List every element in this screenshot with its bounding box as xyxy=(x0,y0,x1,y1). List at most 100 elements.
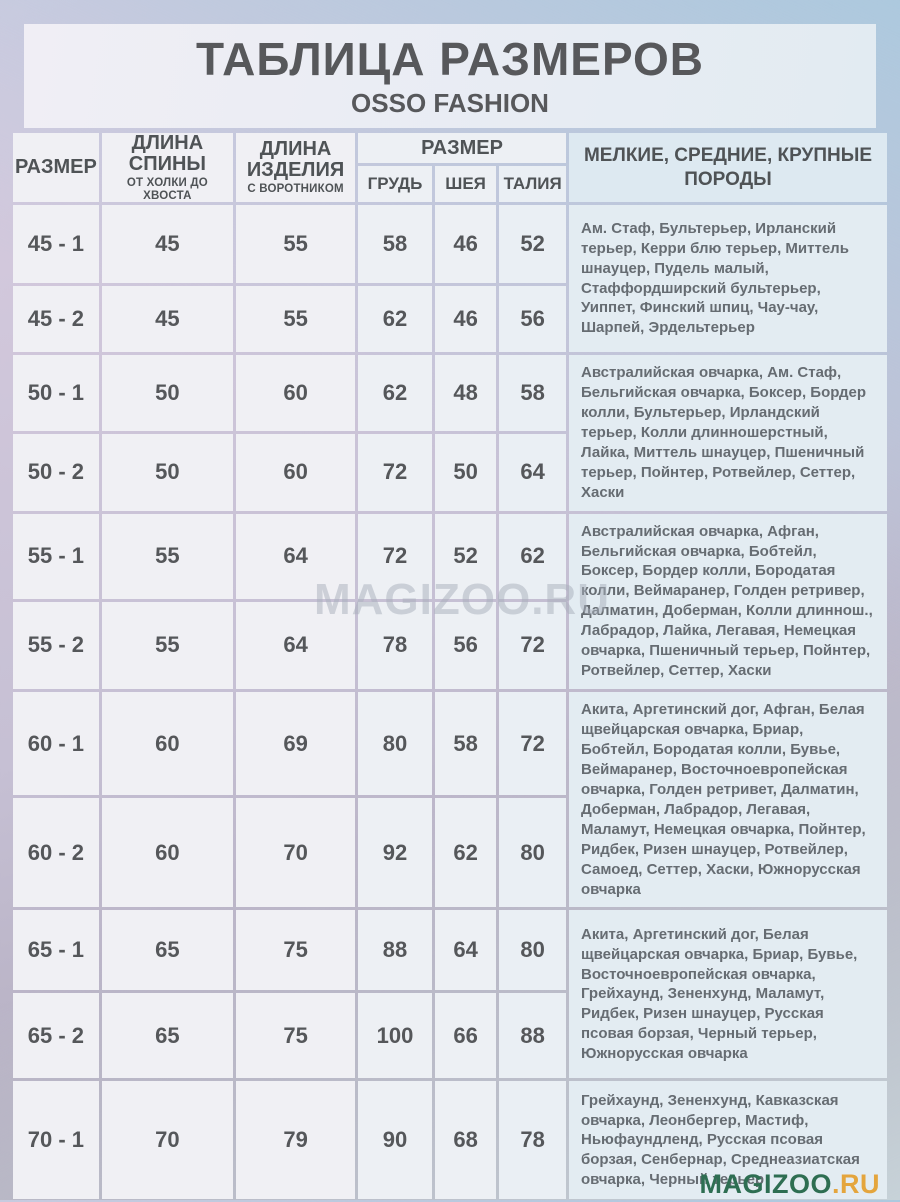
back-length-cell: 50 xyxy=(101,433,234,511)
waist-cell: 72 xyxy=(499,692,566,796)
waist-cell: 56 xyxy=(499,286,566,352)
table-row: 45 - 2 45 55 62 46 56 xyxy=(13,286,887,352)
chest-cell: 88 xyxy=(358,910,432,991)
back-length-cell: 60 xyxy=(101,692,234,796)
back-length-cell: 45 xyxy=(101,205,234,283)
item-length-cell: 64 xyxy=(236,513,356,599)
neck-cell: 48 xyxy=(434,355,497,431)
item-length-cell: 75 xyxy=(236,993,356,1079)
neck-cell: 64 xyxy=(434,910,497,991)
header-row-1: РАЗМЕР ДЛИНА СПИНЫ ОТ ХОЛКИ ДО ХВОСТА ДЛ… xyxy=(13,133,887,202)
table-row: 65 - 2 65 75 100 66 88 xyxy=(13,993,887,1079)
table-row: 70 - 1 70 79 90 68 78 Грейхаунд, Зененху… xyxy=(13,1081,887,1200)
chest-cell: 92 xyxy=(358,798,432,908)
col-header-waist: ТАЛИЯ xyxy=(499,166,566,202)
page-title: ТАБЛИЦА РАЗМЕРОВ xyxy=(195,33,705,85)
chest-cell: 78 xyxy=(358,601,432,690)
back-length-cell: 60 xyxy=(101,798,234,908)
back-length-cell: 50 xyxy=(101,355,234,431)
col-header-back-length-label: ДЛИНА СПИНЫ xyxy=(128,132,207,176)
table-row: 60 - 2 60 70 92 62 80 xyxy=(13,798,887,908)
col-header-item-length-note: С ВОРОТНИКОМ xyxy=(247,183,344,196)
col-header-back-length: ДЛИНА СПИНЫ ОТ ХОЛКИ ДО ХВОСТА xyxy=(101,132,234,202)
neck-cell: 52 xyxy=(434,513,497,599)
col-header-back-length-note: ОТ ХОЛКИ ДО ХВОСТА xyxy=(126,177,208,202)
neck-cell: 56 xyxy=(434,601,497,690)
back-length-cell: 65 xyxy=(101,993,234,1079)
col-header-item-length: ДЛИНА ИЗДЕЛИЯ С ВОРОТНИКОМ xyxy=(236,133,356,202)
back-length-cell: 45 xyxy=(101,286,234,352)
neck-cell: 68 xyxy=(434,1081,497,1200)
size-table: РАЗМЕР ДЛИНА СПИНЫ ОТ ХОЛКИ ДО ХВОСТА ДЛ… xyxy=(10,130,890,1202)
waist-cell: 80 xyxy=(499,798,566,908)
chest-cell: 58 xyxy=(358,205,432,283)
size-cell: 60 - 1 xyxy=(13,692,99,796)
site-logo-tld: .RU xyxy=(832,1169,880,1199)
item-length-cell: 64 xyxy=(236,601,356,690)
col-header-size-group: РАЗМЕР xyxy=(358,133,566,163)
chest-cell: 72 xyxy=(358,513,432,599)
site-logo-name: MAGIZOO xyxy=(699,1169,832,1199)
site-logo: MAGIZOO.RU xyxy=(700,1169,881,1200)
size-cell: 55 - 1 xyxy=(13,513,99,599)
col-header-breeds: МЕЛКИЕ, СРЕДНИЕ, КРУПНЫЕ ПОРОДЫ xyxy=(568,133,887,202)
size-cell: 65 - 2 xyxy=(13,993,99,1079)
item-length-cell: 60 xyxy=(236,355,356,431)
item-length-cell: 75 xyxy=(236,910,356,991)
back-length-cell: 65 xyxy=(101,910,234,991)
col-header-size: РАЗМЕР xyxy=(13,133,99,202)
size-cell: 45 - 1 xyxy=(13,205,99,283)
neck-cell: 50 xyxy=(434,433,497,511)
table-row: 55 - 1 55 64 72 52 62 Австралийская овча… xyxy=(13,513,887,690)
col-header-chest: ГРУДЬ xyxy=(358,166,432,202)
chest-cell: 80 xyxy=(358,692,432,796)
breeds-cell: Австралийская овчарка, Ам. Стаф, Бельгий… xyxy=(568,355,887,511)
table-row: 55 - 2 55 64 78 56 72 xyxy=(13,601,887,690)
size-cell: 60 - 2 xyxy=(13,798,99,908)
size-cell: 50 - 1 xyxy=(13,355,99,431)
breeds-cell: Грейхаунд, Зененхунд, Кавказская овчарка… xyxy=(568,1081,887,1200)
size-cell: 45 - 2 xyxy=(13,286,99,352)
size-cell: 65 - 1 xyxy=(13,910,99,991)
chest-cell: 72 xyxy=(358,433,432,511)
size-cell: 55 - 2 xyxy=(13,601,99,690)
waist-cell: 80 xyxy=(499,910,566,991)
waist-cell: 52 xyxy=(499,205,566,283)
table-row: 50 - 2 50 60 72 50 64 xyxy=(13,433,887,511)
table-row: 45 - 1 45 55 58 46 52 Ам. Стаф, Бультерь… xyxy=(13,205,887,352)
waist-cell: 64 xyxy=(499,433,566,511)
item-length-cell: 69 xyxy=(236,692,356,796)
chest-cell: 100 xyxy=(358,993,432,1079)
neck-cell: 62 xyxy=(434,798,497,908)
chest-cell: 62 xyxy=(358,355,432,431)
col-header-item-length-label: ДЛИНА ИЗДЕЛИЯ xyxy=(246,138,345,182)
col-header-neck: ШЕЯ xyxy=(434,166,497,202)
item-length-cell: 79 xyxy=(236,1081,356,1200)
title-banner: ТАБЛИЦА РАЗМЕРОВ OSSO FASHION xyxy=(24,24,876,128)
chest-cell: 90 xyxy=(358,1081,432,1200)
brand-subtitle: OSSO FASHION xyxy=(351,88,549,118)
waist-cell: 62 xyxy=(499,513,566,599)
back-length-cell: 70 xyxy=(101,1081,234,1200)
item-length-cell: 55 xyxy=(236,205,356,283)
breeds-cell: Австралийская овчарка, Афган, Бельгийска… xyxy=(568,513,887,690)
breeds-cell: Ам. Стаф, Бультерьер, Ирланский терьер, … xyxy=(568,205,887,352)
item-length-cell: 60 xyxy=(236,433,356,511)
breeds-cell: Акита, Аргетинский дог, Афган, Белая щве… xyxy=(568,692,887,908)
neck-cell: 46 xyxy=(434,205,497,283)
waist-cell: 72 xyxy=(499,601,566,690)
waist-cell: 78 xyxy=(499,1081,566,1200)
neck-cell: 66 xyxy=(434,993,497,1079)
item-length-cell: 55 xyxy=(236,286,356,352)
table-row: 65 - 1 65 75 88 64 80 Акита, Аргетинский… xyxy=(13,910,887,1079)
waist-cell: 58 xyxy=(499,355,566,431)
watermark: MAGIZOO.RU xyxy=(314,575,610,624)
back-length-cell: 55 xyxy=(101,601,234,690)
chest-cell: 62 xyxy=(358,286,432,352)
waist-cell: 88 xyxy=(499,993,566,1079)
neck-cell: 46 xyxy=(434,286,497,352)
item-length-cell: 70 xyxy=(236,798,356,908)
header-row-2: ГРУДЬ ШЕЯ ТАЛИЯ xyxy=(13,166,887,202)
back-length-cell: 55 xyxy=(101,513,234,599)
table-row: 50 - 1 50 60 62 48 58 Австралийская овча… xyxy=(13,355,887,511)
